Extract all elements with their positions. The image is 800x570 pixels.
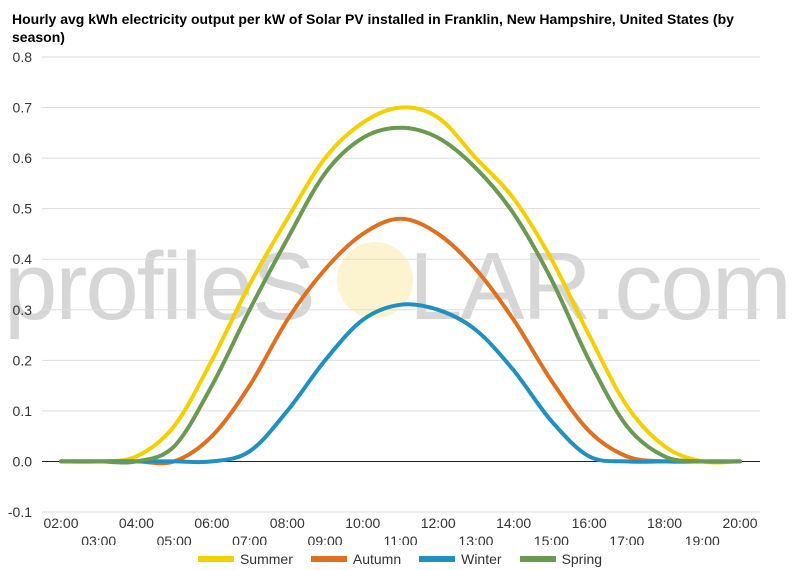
legend: Summer Autumn Winter Spring: [0, 549, 800, 569]
y-tick-label: 0.3: [13, 302, 33, 318]
x-tick-label: 08:00: [270, 515, 305, 531]
series-lines: [59, 105, 742, 466]
legend-item-autumn[interactable]: Autumn: [310, 551, 402, 567]
y-tick-label: -0.1: [8, 504, 32, 520]
watermark-text-right: LAR.com: [409, 233, 792, 340]
legend-item-summer[interactable]: Summer: [197, 551, 293, 567]
y-axis-ticks: 0.8 0.7 0.6 0.5 0.4 0.3 0.2 0.1 0.0 -0.1: [8, 49, 32, 520]
legend-item-spring[interactable]: Spring: [519, 551, 603, 567]
x-tick-label: 20:00: [722, 515, 757, 531]
legend-label: Spring: [561, 551, 603, 567]
x-axis-ticks: 02:00 04:00 06:00 08:00 10:00 12:00 14:00 16:00…: [43, 515, 757, 545]
series-line-summer: [59, 105, 742, 465]
x-tick-label: 10:00: [345, 515, 380, 531]
legend-label: Winter: [461, 551, 502, 567]
x-tick-label: 13:00: [458, 533, 493, 545]
y-tick-label: 0.8: [13, 49, 33, 65]
series-line-autumn: [59, 216, 742, 466]
line-chart: 0.8 0.7 0.6 0.5 0.4 0.3 0.2 0.1 0.0 -0.1 02:00 04:…: [8, 49, 760, 545]
legend-label: Autumn: [352, 551, 402, 567]
y-tick-label: 0.0: [13, 453, 33, 469]
legend-swatch: [519, 556, 556, 562]
x-tick-label: 02:00: [43, 515, 78, 531]
legend-item-winter[interactable]: Winter: [419, 551, 502, 567]
x-tick-label: 04:00: [119, 515, 154, 531]
legend-swatch: [197, 556, 234, 562]
y-tick-label: 0.2: [13, 352, 33, 368]
legend-label: Summer: [239, 551, 293, 567]
legend-swatch: [310, 556, 347, 562]
x-tick-label: 09:00: [308, 533, 343, 545]
chart-title: Hourly avg kWh electricity output per kW…: [12, 11, 734, 45]
y-tick-label: 0.6: [13, 150, 33, 166]
gridlines: [42, 56, 760, 513]
profilesolar-watermark: profileS LAR.com: [4, 232, 796, 342]
x-tick-label: 19:00: [685, 533, 720, 545]
x-tick-label: 12:00: [421, 515, 456, 531]
legend-swatch: [419, 556, 456, 562]
y-tick-label: 0.7: [13, 100, 33, 116]
x-tick-label: 15:00: [534, 533, 569, 545]
x-tick-label: 03:00: [81, 533, 116, 545]
x-tick-label: 17:00: [609, 533, 644, 545]
series-line-spring: [59, 125, 742, 465]
x-tick-label: 05:00: [157, 533, 192, 545]
y-tick-label: 0.1: [13, 403, 33, 419]
y-tick-label: 0.4: [13, 251, 33, 267]
x-tick-label: 11:00: [384, 533, 418, 545]
x-tick-label: 16:00: [572, 515, 607, 531]
series-line-winter: [59, 302, 742, 465]
x-tick-label: 06:00: [194, 515, 229, 531]
x-tick-label: 07:00: [232, 533, 267, 545]
x-tick-label: 14:00: [496, 515, 531, 531]
y-tick-label: 0.5: [13, 201, 33, 217]
x-tick-label: 18:00: [647, 515, 682, 531]
